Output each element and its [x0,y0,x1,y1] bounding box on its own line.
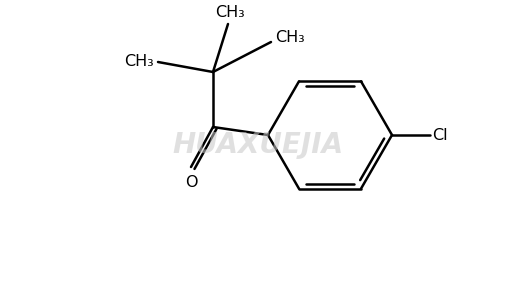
Text: CH₃: CH₃ [275,30,305,45]
Text: CH₃: CH₃ [215,5,245,20]
Text: HUAXUEJIA: HUAXUEJIA [173,131,344,159]
Text: O: O [185,175,197,190]
Text: Cl: Cl [432,127,448,142]
Text: CH₃: CH₃ [124,54,154,69]
